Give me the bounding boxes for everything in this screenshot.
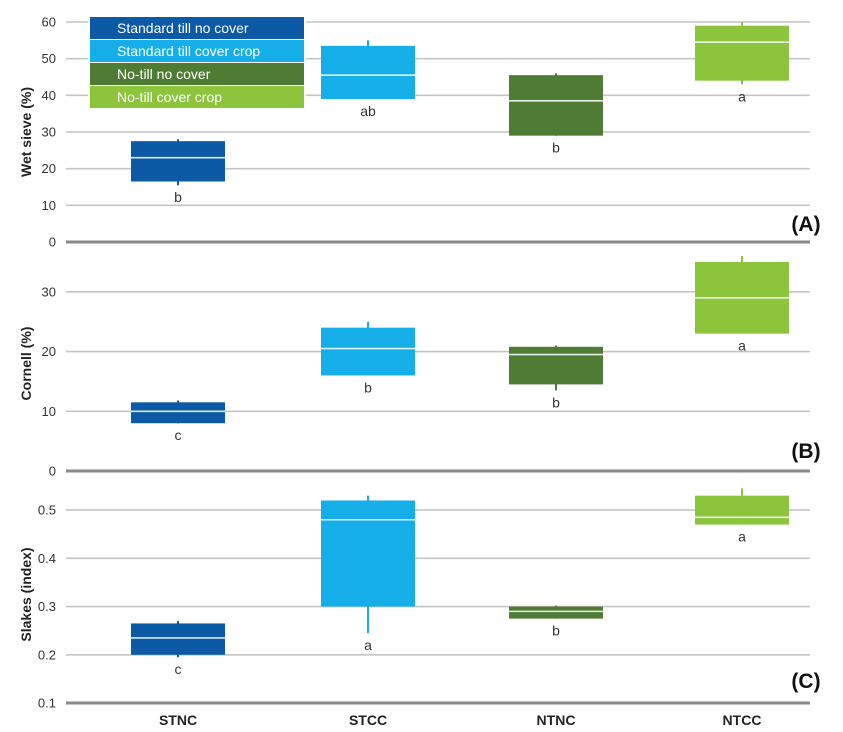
- y-tick-label: 50: [42, 51, 56, 66]
- box-ntcc: a: [695, 256, 789, 354]
- legend: Standard till no cover Standard till cove…: [88, 16, 306, 111]
- box: [695, 25, 789, 81]
- box-ntcc: a: [695, 22, 789, 104]
- panel-label: (A): [791, 213, 820, 236]
- significance-letter: b: [552, 623, 560, 639]
- box: [131, 141, 225, 182]
- box-stnc: c: [131, 621, 225, 677]
- box-ntnc: b: [509, 73, 603, 156]
- y-tick-label: 60: [42, 15, 56, 30]
- significance-letter: a: [738, 529, 746, 545]
- box-stnc: b: [131, 139, 225, 205]
- box: [509, 346, 603, 385]
- significance-letter: a: [738, 338, 746, 354]
- panel-label: (B): [791, 440, 820, 463]
- box: [509, 606, 603, 619]
- box-stcc: b: [321, 321, 415, 395]
- significance-letter: ab: [360, 103, 376, 119]
- box: [695, 495, 789, 525]
- y-tick-label: 0.1: [38, 696, 56, 711]
- x-category-label: NTCC: [723, 712, 762, 728]
- legend-swatch: [90, 86, 304, 108]
- legend-item: Standard till no cover: [90, 17, 304, 39]
- panel-a: 0 10 20 30 40 50 60 Wet sieve (%) b ab b a (A): [18, 15, 821, 250]
- x-category-label: STCC: [349, 712, 387, 728]
- significance-letter: a: [364, 637, 372, 653]
- panel-c: 0.1 0.2 0.3 0.4 0.5 Slakes (index) c a b a (C): [18, 488, 821, 711]
- box-ntnc: b: [509, 345, 603, 410]
- y-tick-label: 0.5: [38, 503, 56, 518]
- box-stcc: a: [321, 495, 415, 653]
- significance-letter: c: [175, 661, 182, 677]
- significance-letter: b: [552, 140, 560, 156]
- significance-letter: b: [364, 379, 372, 395]
- y-tick-label: 0: [49, 464, 56, 479]
- legend-label: No-till cover crop: [117, 89, 222, 105]
- legend-item: No-till no cover: [90, 63, 304, 85]
- box: [131, 402, 225, 424]
- y-tick-label: 30: [42, 125, 56, 140]
- y-tick-label: 10: [42, 404, 56, 419]
- panel-b: 0 10 20 30 Cornell (%) c b b a (B): [18, 256, 821, 479]
- y-tick-label: 0: [49, 235, 56, 250]
- box-ntcc: a: [695, 488, 789, 545]
- box-stcc: ab: [321, 40, 415, 119]
- legend-label: No-till no cover: [117, 66, 211, 82]
- box: [131, 623, 225, 655]
- y-tick-label: 30: [42, 284, 56, 299]
- significance-letter: b: [552, 394, 560, 410]
- x-category-label: STNC: [159, 712, 197, 728]
- panel-label: (C): [791, 670, 820, 693]
- y-tick-label: 0.3: [38, 599, 56, 614]
- y-tick-label: 20: [42, 161, 56, 176]
- x-category-label: NTNC: [537, 712, 576, 728]
- y-tick-label: 0.2: [38, 647, 56, 662]
- legend-item: No-till cover crop: [90, 86, 304, 108]
- legend-swatch: [90, 63, 304, 85]
- y-axis-label: Cornell (%): [18, 327, 34, 401]
- y-tick-label: 0.4: [38, 551, 56, 566]
- legend-label: Standard till no cover: [117, 20, 249, 36]
- y-tick-label: 40: [42, 88, 56, 103]
- significance-letter: a: [738, 88, 746, 104]
- legend-swatch: [90, 40, 304, 62]
- significance-letter: b: [174, 189, 182, 205]
- box: [321, 45, 415, 99]
- legend-label: Standard till cover crop: [117, 43, 260, 59]
- box-ntnc: b: [509, 605, 603, 639]
- legend-swatch: [90, 17, 304, 39]
- y-tick-label: 20: [42, 344, 56, 359]
- box: [321, 500, 415, 607]
- y-tick-label: 10: [42, 198, 56, 213]
- box: [509, 75, 603, 136]
- legend-item: Standard till cover crop: [90, 40, 304, 62]
- y-axis-label: Wet sieve (%): [18, 87, 34, 177]
- y-axis-label: Slakes (index): [18, 547, 34, 641]
- box: [321, 327, 415, 376]
- significance-letter: c: [175, 427, 182, 443]
- box-stnc: c: [131, 400, 225, 443]
